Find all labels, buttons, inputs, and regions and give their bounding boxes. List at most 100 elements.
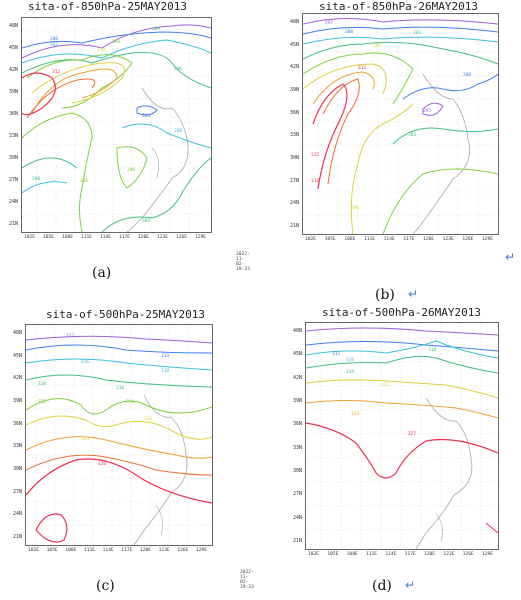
lon-tick-label: 108E (65, 548, 77, 553)
panel-caption: (b) (375, 287, 395, 303)
lon-tick-label: 114E (102, 548, 114, 553)
timestamp: 2022-11-02-19:33 (240, 570, 254, 590)
contour-label: 324 (81, 436, 89, 442)
contour-label: 314 (161, 353, 169, 359)
contour-label: 322 (38, 399, 46, 405)
contour-label: 300 (127, 167, 135, 173)
lat-tick-label: 27N (290, 177, 300, 184)
lat-tick-label: 36N (9, 111, 19, 117)
lat-tick-label: 45N (13, 352, 23, 359)
map-frame: 297 300 306 303 312 300 297 303 315 312 … (302, 13, 499, 235)
contour-label: 300 (345, 29, 353, 35)
lat-tick-label: 21N (9, 221, 19, 227)
lat-tick-label: 27N (13, 488, 23, 495)
contour-label: 320 (126, 399, 134, 405)
contour-label: 304 (142, 218, 150, 224)
contour-label: 315 (311, 152, 319, 158)
lon-tick-label: 126E (462, 237, 474, 242)
lat-tick-label: 36N (290, 109, 300, 116)
return-arrow-icon: ↵ (408, 287, 419, 301)
lon-tick-label: 129E (195, 235, 207, 240)
contour-label: 316 (346, 357, 354, 363)
lon-tick-label: 120E (423, 237, 435, 242)
lat-tick-label: 30N (13, 466, 23, 472)
lat-tick-label: 42N (13, 375, 23, 382)
contour-label: 321 (381, 382, 389, 388)
lat-tick-label: 30N (290, 155, 300, 161)
lat-tick-label: 42N (290, 64, 300, 71)
lon-tick-label: 114E (383, 237, 395, 242)
lon-tick-label: 117E (119, 235, 131, 240)
panel-title: sita-of-850hPa-26MAY2013 (319, 0, 478, 13)
lat-tick-label: 48N (13, 330, 23, 336)
map-frame: 312 316 318 319 321 324 327 (305, 322, 499, 550)
lat-tick-label: 30N (293, 468, 303, 474)
lat-tick-label: 45N (9, 45, 19, 51)
contour-map-a: 309 306 303 312 310 300 306 304 308 300 … (22, 18, 211, 232)
lon-tick-label: 123E (158, 548, 170, 553)
panel-title: sita-of-850hPa-25MAY2013 (28, 0, 187, 13)
contour-label: 319 (346, 369, 354, 375)
map-frame: 312 314 316 318 320 322 324 326 318 320 … (25, 324, 213, 546)
contour-label: 306 (80, 178, 88, 184)
contour-label: 306 (373, 43, 381, 49)
lat-tick-label: 36N (293, 421, 303, 428)
map-frame: 309 306 303 312 310 300 306 304 308 300 … (21, 17, 212, 233)
lon-tick-label: 102E (305, 237, 317, 242)
contour-label: 303 (408, 132, 416, 138)
lat-tick-label: 39N (293, 398, 303, 404)
contour-label: 303 (50, 42, 58, 48)
contour-label: 310 (97, 47, 105, 53)
lat-tick-label: 27N (293, 491, 303, 498)
lat-tick-label: 42N (293, 374, 303, 381)
lon-tick-label: 129E (482, 237, 494, 242)
lon-tick-label: 120E (424, 552, 436, 557)
lon-tick-label: 108E (62, 235, 74, 240)
lat-tick-label: 33N (293, 444, 303, 451)
lat-tick-label: 48N (9, 23, 19, 29)
lat-tick-label: 36N (13, 420, 23, 427)
panel-caption: (d) (372, 578, 392, 594)
lat-tick-label: 33N (13, 443, 23, 450)
contour-label: 309 (152, 26, 160, 32)
lat-tick-label: 48N (290, 19, 300, 25)
lat-tick-label: 45N (293, 351, 303, 358)
lon-tick-label: 102E (24, 235, 36, 240)
contour-map-b: 297 300 306 303 312 300 297 303 315 312 … (303, 14, 498, 234)
contour-map-d: 312 316 318 319 321 324 327 (306, 323, 498, 549)
lat-tick-label: 27N (9, 177, 19, 183)
contour-label: 316 (81, 359, 89, 365)
contour-label: 300 (463, 72, 471, 78)
contour-label: 306 (50, 36, 58, 42)
lon-tick-label: 105E (43, 235, 55, 240)
contour-label: 327 (408, 431, 416, 437)
lon-tick-label: 117E (403, 237, 415, 242)
lon-tick-label: 111E (81, 235, 93, 240)
contour-label: 306 (174, 66, 182, 72)
return-arrow-icon: ↵ (505, 250, 516, 264)
contour-label: 306 (351, 205, 359, 211)
contour-label: 300 (32, 176, 40, 182)
lat-tick-label: 24N (293, 514, 303, 521)
lat-tick-label: 39N (13, 398, 23, 404)
lat-tick-label: 33N (290, 132, 300, 139)
contour-label: 303 (413, 30, 421, 36)
lon-tick-label: 126E (462, 552, 474, 557)
lon-tick-label: 117E (121, 548, 133, 553)
contour-label: 304 (142, 113, 150, 119)
lon-tick-label: 111E (84, 548, 96, 553)
lon-tick-label: 111E (364, 237, 376, 242)
lon-tick-label: 117E (404, 552, 416, 557)
lat-tick-label: 42N (9, 67, 19, 73)
lon-tick-label: 108E (344, 237, 356, 242)
contour-label: 318 (161, 368, 169, 374)
lon-tick-label: 123E (443, 552, 455, 557)
lat-tick-label: 21N (293, 538, 303, 544)
lon-tick-label: 114E (100, 235, 112, 240)
lat-tick-label: 39N (9, 89, 19, 95)
contour-label: 308 (174, 128, 182, 134)
contour-label: 312 (311, 178, 319, 184)
contour-label: 312 (332, 351, 340, 357)
contour-label: 326 (98, 461, 106, 467)
contour-label: 312 (52, 69, 60, 75)
